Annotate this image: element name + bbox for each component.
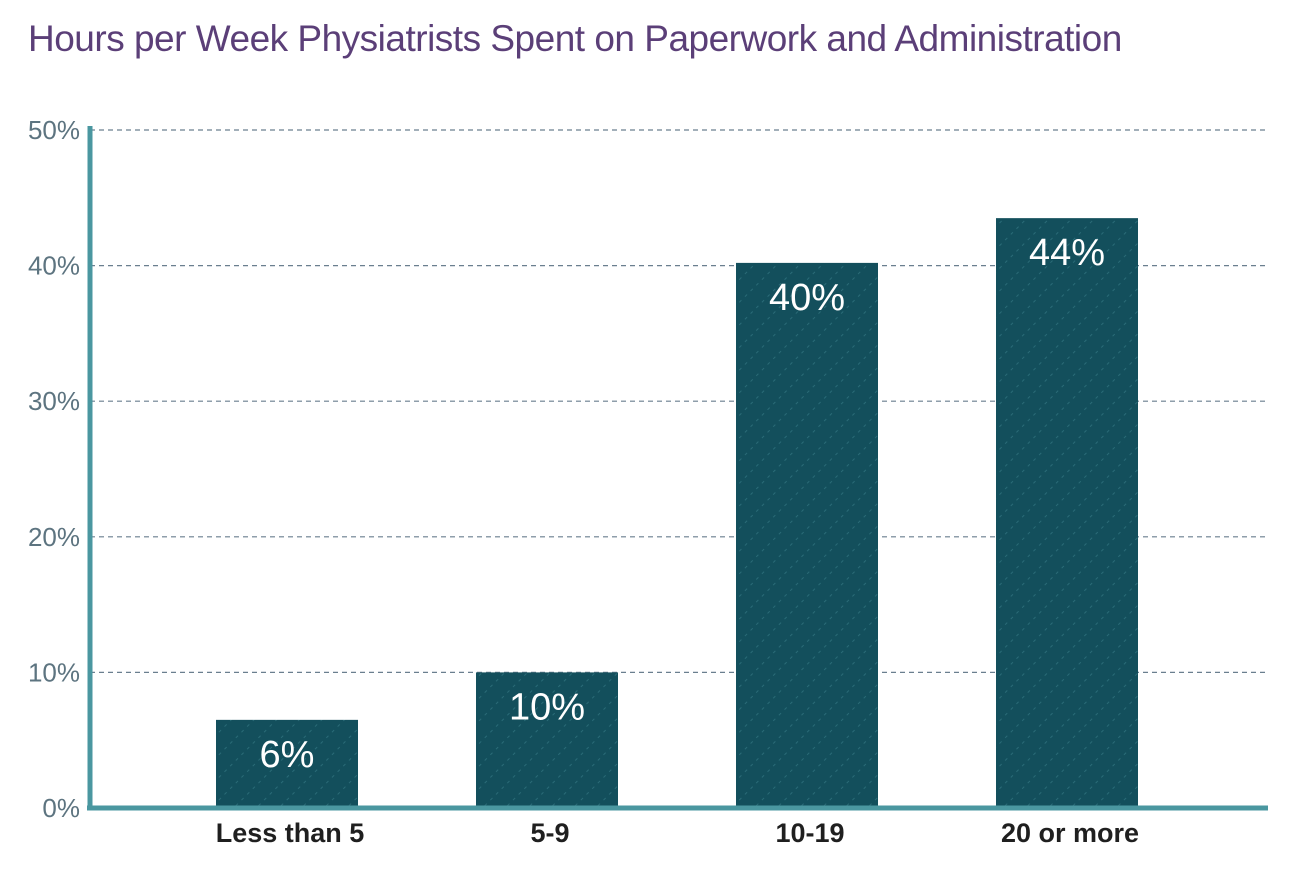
bar-value-label: 40% xyxy=(769,277,845,319)
y-tick-label: 40% xyxy=(28,251,80,281)
bar xyxy=(476,672,618,808)
bar-value-label: 10% xyxy=(509,686,585,728)
x-category-label: 20 or more xyxy=(1001,818,1139,848)
bar-value-label: 44% xyxy=(1029,232,1105,274)
x-category-label: 10-19 xyxy=(775,818,844,848)
y-tick-label: 50% xyxy=(28,115,80,145)
bar-value-label: 6% xyxy=(260,734,315,776)
bar xyxy=(736,262,878,808)
y-tick-label: 0% xyxy=(42,793,80,823)
bar xyxy=(216,719,358,808)
x-category-label: 5-9 xyxy=(530,818,569,848)
bar xyxy=(996,218,1138,808)
x-category-label: Less than 5 xyxy=(216,818,365,848)
axes xyxy=(87,126,1268,811)
y-tick-label: 10% xyxy=(28,657,80,687)
chart-title: Hours per Week Physiatrists Spent on Pap… xyxy=(28,18,1122,59)
y-tick-label: 20% xyxy=(28,522,80,552)
y-tick-label: 30% xyxy=(28,386,80,416)
bars xyxy=(216,218,1138,808)
gridlines xyxy=(90,129,1265,674)
labels: 0% 10% 20% 30% 40% 50% 6% Less than 5 10% 5-9 40% 1… xyxy=(28,115,1139,848)
